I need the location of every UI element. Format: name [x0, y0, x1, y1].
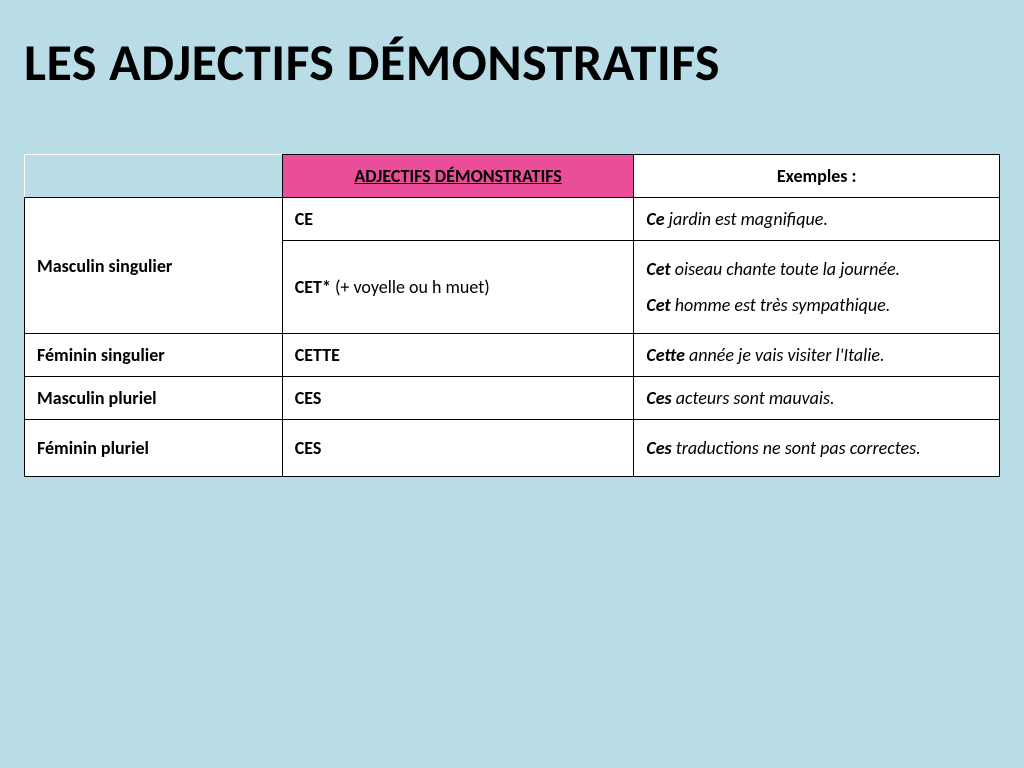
- page-title: LES ADJECTIFS DÉMONSTRATIFS: [24, 30, 1000, 94]
- row-label: Féminin singulier: [25, 334, 283, 377]
- example-cell: Cette année je vais visiter l'Italie.: [634, 334, 1000, 377]
- example-cell: Ces acteurs sont mauvais.: [634, 377, 1000, 420]
- row-label: Féminin pluriel: [25, 420, 283, 477]
- adj-value: CES: [295, 387, 322, 409]
- column-header-adjectifs: ADJECTIFS DÉMONSTRATIFS: [282, 155, 634, 198]
- example-lead: Ces: [646, 437, 671, 459]
- grammar-table: ADJECTIFS DÉMONSTRATIFS Exemples : Mascu…: [24, 154, 1000, 477]
- example-lead: Cette: [646, 344, 685, 366]
- row-label: Masculin pluriel: [25, 377, 283, 420]
- adj-value: CETTE: [295, 344, 340, 366]
- adj-value: CET*: [295, 276, 331, 298]
- example-lead: Cet: [646, 258, 670, 280]
- adj-value: CES: [295, 437, 322, 459]
- table-row: Féminin singulier CETTE Cette année je v…: [25, 334, 1000, 377]
- example-rest: année je vais visiter l'Italie.: [685, 344, 885, 366]
- example-lead: Ce: [646, 208, 664, 230]
- table-row: Masculin singulier CE Ce jardin est magn…: [25, 198, 1000, 241]
- example-rest: oiseau chante toute la journée.: [671, 258, 900, 280]
- example-cell: Ces traductions ne sont pas correctes.: [634, 420, 1000, 477]
- adj-cell: CE: [282, 198, 634, 241]
- example-rest: traductions ne sont pas correctes.: [672, 437, 921, 459]
- example-rest: homme est très sympathique.: [671, 294, 891, 316]
- adj-value: CE: [295, 208, 313, 230]
- blank-corner-cell: [25, 155, 283, 198]
- grammar-table-container: ADJECTIFS DÉMONSTRATIFS Exemples : Mascu…: [24, 154, 1000, 477]
- example-cell: Cet oiseau chante toute la journée. Cet …: [634, 241, 1000, 334]
- example-rest: jardin est magnifique.: [665, 208, 828, 230]
- example-lead: Ces: [646, 387, 671, 409]
- example-rest: acteurs sont mauvais.: [672, 387, 835, 409]
- example-cell: Ce jardin est magnifique.: [634, 198, 1000, 241]
- adj-cell: CES: [282, 377, 634, 420]
- adj-cell: CET* (+ voyelle ou h muet): [282, 241, 634, 334]
- example-lead: Cet: [646, 294, 670, 316]
- adj-note: (+ voyelle ou h muet): [331, 276, 490, 298]
- column-header-exemples: Exemples :: [634, 155, 1000, 198]
- table-header-row: ADJECTIFS DÉMONSTRATIFS Exemples :: [25, 155, 1000, 198]
- row-label: Masculin singulier: [25, 198, 283, 334]
- table-row: Masculin pluriel CES Ces acteurs sont ma…: [25, 377, 1000, 420]
- adj-cell: CES: [282, 420, 634, 477]
- adj-cell: CETTE: [282, 334, 634, 377]
- table-row: Féminin pluriel CES Ces traductions ne s…: [25, 420, 1000, 477]
